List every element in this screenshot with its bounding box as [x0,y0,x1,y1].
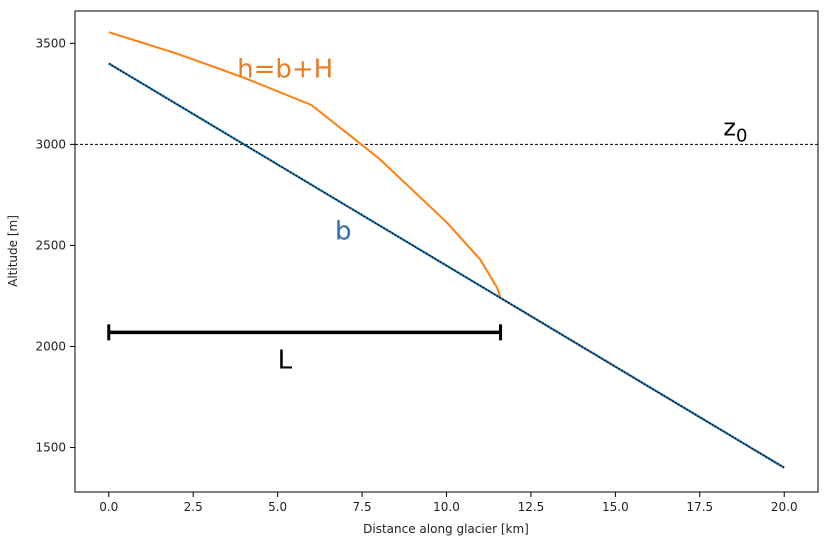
x-tick-label: 17.5 [686,500,713,514]
y-tick-label: 3000 [35,137,66,151]
y-tick-label: 3500 [35,36,66,50]
x-tick-label: 5.0 [268,500,287,514]
length-label-L: L [278,346,293,376]
plot-layer [75,31,818,469]
x-tick-label: 0.0 [99,500,118,514]
x-tick-label: 15.0 [602,500,629,514]
x-tick-label: 7.5 [353,500,372,514]
series-line-bed-dotted-overlay [108,62,785,469]
y-tick-label: 1500 [35,441,66,455]
y-tick-label: 2000 [35,339,66,353]
y-axis-label: Altitude [m] [6,215,20,287]
bed-label-b: b [335,216,352,246]
surface-label-h: h=b+H [237,55,333,85]
x-tick-label: 20.0 [771,500,798,514]
x-tick-label: 10.0 [433,500,460,514]
x-axis-label: Distance along glacier [km] [363,522,529,536]
axis-layer: 0.0 2.5 5.0 7.5 10.0 12.5 15.0 17.5 20.0 1500 2000… [35,36,797,514]
x-tick-label: 12.5 [518,500,545,514]
x-tick-label: 2.5 [184,500,203,514]
y-tick-label: 2500 [35,238,66,252]
